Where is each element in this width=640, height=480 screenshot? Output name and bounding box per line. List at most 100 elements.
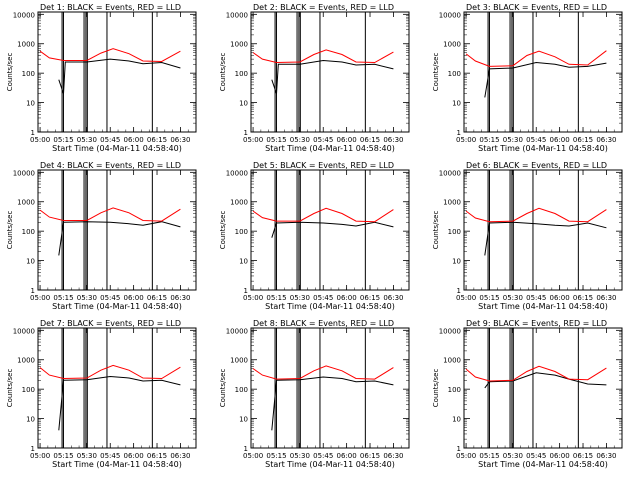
chart-panel-9: Det 9: BLACK = Events, RED = LLD 1 10 100 10… xyxy=(432,319,623,469)
x-axis-label: Start Time (04-Mar-11 04:58:40) xyxy=(265,144,395,153)
x-tick-label: 05:00 xyxy=(243,294,263,302)
x-tick-label: 05:00 xyxy=(456,452,476,460)
y-tick-label: 1 xyxy=(244,287,248,295)
y-tick-label: 10000 xyxy=(13,327,35,335)
x-tick-label: 05:30 xyxy=(503,136,523,144)
y-tick-label: 1 xyxy=(31,129,35,137)
x-tick-label: 05:30 xyxy=(290,136,310,144)
x-tick-label: 06:00 xyxy=(124,452,144,460)
y-tick-label: 1 xyxy=(457,129,461,137)
series-line-lld xyxy=(39,48,181,63)
y-tick-label: 1000 xyxy=(17,41,35,49)
plot-frame xyxy=(463,169,623,291)
x-tick-label: 05:30 xyxy=(77,136,97,144)
x-tick-label: 06:00 xyxy=(337,136,357,144)
plot-frame xyxy=(37,11,197,133)
x-tick-label: 05:45 xyxy=(313,136,333,144)
x-tick-label: 06:00 xyxy=(124,136,144,144)
x-axis-label: Start Time (04-Mar-11 04:58:40) xyxy=(478,460,608,469)
series-line-events xyxy=(271,221,394,238)
y-tick-label: 10000 xyxy=(13,169,35,177)
y-tick-label: 10 xyxy=(239,100,248,108)
x-tick-label: 06:15 xyxy=(573,136,593,144)
y-tick-label: 1000 xyxy=(443,199,461,207)
y-axis-label: Counts/sec xyxy=(6,211,14,250)
chart-panel-1: Det 1: BLACK = Events, RED = LLD 1 10 100 10… xyxy=(6,3,197,153)
x-tick-label: 06:30 xyxy=(596,136,616,144)
y-tick-label: 10000 xyxy=(439,169,461,177)
series-line-events xyxy=(484,372,607,389)
y-tick-label: 100 xyxy=(448,386,461,394)
x-tick-label: 05:15 xyxy=(479,136,499,144)
y-tick-label: 10000 xyxy=(439,327,461,335)
plot-frame xyxy=(463,327,623,449)
series-line-lld xyxy=(252,49,394,64)
x-tick-label: 06:30 xyxy=(170,294,190,302)
x-axis-label: Start Time (04-Mar-11 04:58:40) xyxy=(478,302,608,311)
plot-frame xyxy=(37,169,197,291)
chart-panel-3: Det 3: BLACK = Events, RED = LLD 1 10 100 10… xyxy=(432,3,623,153)
x-tick-label: 06:15 xyxy=(147,136,167,144)
plot-frame xyxy=(250,11,410,133)
y-tick-label: 100 xyxy=(22,70,35,78)
x-axis-label: Start Time (04-Mar-11 04:58:40) xyxy=(52,144,182,153)
x-tick-label: 06:00 xyxy=(337,452,357,460)
chart-title: Det 5: BLACK = Events, RED = LLD xyxy=(253,161,394,170)
x-tick-label: 05:30 xyxy=(503,294,523,302)
chart-panel-6: Det 6: BLACK = Events, RED = LLD 1 10 100 10… xyxy=(432,161,623,311)
x-tick-label: 06:30 xyxy=(170,136,190,144)
chart-panel-5: Det 5: BLACK = Events, RED = LLD 1 10 100 10… xyxy=(219,161,410,311)
x-tick-label: 05:45 xyxy=(100,136,120,144)
y-tick-label: 10 xyxy=(452,100,461,108)
x-tick-label: 05:15 xyxy=(479,452,499,460)
y-tick-label: 10 xyxy=(26,100,35,108)
plot-frame xyxy=(37,327,197,449)
chart-panel-4: Det 4: BLACK = Events, RED = LLD 1 10 100 10… xyxy=(6,161,197,311)
y-tick-label: 10000 xyxy=(226,327,248,335)
series-line-events xyxy=(58,375,181,431)
y-tick-label: 10000 xyxy=(13,11,35,19)
x-tick-label: 05:45 xyxy=(526,294,546,302)
x-tick-label: 06:30 xyxy=(596,294,616,302)
x-tick-label: 06:30 xyxy=(383,136,403,144)
y-tick-label: 100 xyxy=(448,70,461,78)
y-tick-label: 1000 xyxy=(443,357,461,365)
y-tick-label: 1 xyxy=(244,445,248,453)
y-tick-label: 100 xyxy=(22,386,35,394)
chart-title: Det 3: BLACK = Events, RED = LLD xyxy=(466,3,607,12)
y-tick-label: 1000 xyxy=(443,41,461,49)
x-tick-label: 06:30 xyxy=(383,452,403,460)
y-tick-label: 1000 xyxy=(230,357,248,365)
y-tick-label: 1000 xyxy=(230,41,248,49)
y-tick-label: 1000 xyxy=(17,199,35,207)
x-tick-label: 05:15 xyxy=(53,452,73,460)
x-axis-label: Start Time (04-Mar-11 04:58:40) xyxy=(478,144,608,153)
plot-frame xyxy=(250,327,410,449)
x-tick-label: 06:00 xyxy=(550,452,570,460)
series-line-lld xyxy=(39,207,181,222)
x-axis-label: Start Time (04-Mar-11 04:58:40) xyxy=(265,302,395,311)
x-axis-label: Start Time (04-Mar-11 04:58:40) xyxy=(265,460,395,469)
y-tick-label: 10 xyxy=(452,258,461,266)
chart-title: Det 6: BLACK = Events, RED = LLD xyxy=(466,161,607,170)
plot-frame xyxy=(463,11,623,133)
chart-panel-7: Det 7: BLACK = Events, RED = LLD 1 10 100 10… xyxy=(6,319,197,469)
x-tick-label: 06:15 xyxy=(360,136,380,144)
x-tick-label: 05:30 xyxy=(77,452,97,460)
y-tick-label: 10 xyxy=(452,416,461,424)
x-tick-label: 06:15 xyxy=(360,452,380,460)
series-line-events xyxy=(484,221,607,256)
y-axis-label: Counts/sec xyxy=(432,211,440,250)
y-axis-label: Counts/sec xyxy=(219,53,227,92)
chart-title: Det 9: BLACK = Events, RED = LLD xyxy=(466,319,607,328)
series-line-events xyxy=(271,376,394,431)
x-tick-label: 06:30 xyxy=(596,452,616,460)
x-tick-label: 05:15 xyxy=(479,294,499,302)
chart-panel-8: Det 8: BLACK = Events, RED = LLD 1 10 100 10… xyxy=(219,319,410,469)
x-tick-label: 05:00 xyxy=(243,452,263,460)
y-axis-label: Counts/sec xyxy=(6,53,14,92)
x-tick-label: 05:15 xyxy=(266,136,286,144)
y-tick-label: 10000 xyxy=(226,11,248,19)
series-line-events xyxy=(271,59,394,94)
